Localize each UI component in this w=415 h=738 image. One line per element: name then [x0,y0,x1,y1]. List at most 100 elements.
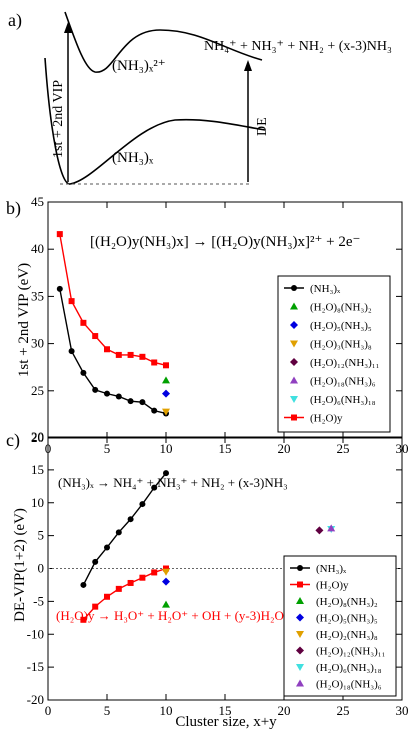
panel-b: b) [(H₂O)y(NH₃)x] → [(H₂O)y(NH₃)x]²⁺ + 2… [6,194,409,456]
x-tick-label: 20 [278,441,291,456]
panel-c-xlabel: Cluster size, x+y [175,714,277,730]
vip-arrow-head [64,22,72,33]
data-point [162,577,170,586]
panel-a: a) (NH₃)ₓ²⁺ (NH₃)ₓ NH₄⁺ + NH₃⁺ + NH₂ + (… [8,10,392,185]
data-point [92,386,99,393]
y-tick-label: -15 [27,659,44,674]
series-line [82,472,167,586]
de-arrow-head [244,60,252,71]
data-point [139,501,146,508]
y-tick-label: 30 [31,336,44,351]
panel-c-plot: 0 5 10 15 20 25 30 -20 -15 -10 -5 0 5 10 15 20 [27,429,409,718]
legend-marker [290,396,298,403]
data-point [68,298,75,305]
data-point [139,353,146,360]
data-point [162,389,170,398]
legend-marker [296,679,304,687]
legend-marker [296,613,304,622]
panel-c-annotation-bottom: (H₂O)y → H₃O⁺ + H₂O⁺ + OH + (y-3)H₂O [56,608,284,623]
legend-marker [290,340,298,348]
data-point [162,568,170,576]
legend-label: (H₂O)₁₈(NH₃)₆ [310,376,376,388]
y-tick-label: 25 [31,383,44,398]
data-point [139,574,146,581]
panel-a-label: a) [8,10,22,31]
legend-label: (H₂O)₁₂(NH₃)₁₁ [310,357,380,369]
data-point [115,585,122,592]
data-point [104,346,110,353]
panel-b-ylabel: 1st + 2nd VIP (eV) [16,263,32,377]
x-tick-label: 10 [160,703,173,718]
y-tick-label: 45 [31,194,44,209]
legend-label: (NH₃)ₓ [316,563,347,575]
x-tick-label: 20 [278,703,291,718]
y-tick-label: 10 [31,495,44,510]
y-tick-label: 20 [31,430,44,445]
data-point [151,407,158,414]
x-tick-label: 25 [337,441,350,456]
data-point [115,529,122,536]
legend-marker [291,414,297,421]
legend-label: (H₂O)₅(NH₃)₅ [316,613,378,625]
panel-c-ylabel: DE-VIP(1+2) (eV) [12,508,28,622]
x-tick-label: 0 [45,703,52,718]
upper-curve-label: (NH₃)ₓ²⁺ [112,58,166,74]
legend-box [277,275,391,433]
data-point [127,579,134,586]
data-point [163,470,169,477]
data-point [151,569,158,576]
x-tick-label: 15 [219,703,232,718]
vip-arrow-label: 1st + 2nd VIP [51,80,66,158]
data-point [92,603,99,610]
data-point [115,393,122,400]
data-point [327,524,336,532]
legend-label: (H₂O)₅(NH₃)₅ [310,320,372,332]
data-point [80,319,87,326]
data-point [56,285,63,292]
x-tick-label: 30 [396,703,409,718]
legend-label: (H₂O)₈(NH₃)₂ [310,302,372,314]
y-tick-label: 5 [38,528,45,543]
data-point [127,516,134,523]
data-point [162,376,170,384]
x-tick-label: 5 [104,441,111,456]
data-point [151,359,158,366]
data-point [80,581,87,588]
data-point [127,398,134,405]
y-tick-label: 40 [31,241,44,256]
legend-label: (H₂O)₁₂(NH₃)₁₁ [316,646,386,658]
legend-marker [297,581,303,588]
data-point [68,348,75,355]
data-point [56,231,63,238]
y-tick-label: -20 [27,692,44,707]
data-point [115,351,122,358]
lower-potential-curve [44,57,266,185]
legend-marker [290,376,298,384]
data-point [163,362,169,369]
legend-marker [290,321,298,329]
y-tick-label: 35 [31,288,44,303]
panel-c-label: c) [6,430,20,451]
series-line [59,233,167,366]
legend-marker [290,358,298,366]
y-tick-label: 20 [31,429,44,444]
upper-potential-curve [64,11,263,73]
legend-label: (NH₃)ₓ [310,283,341,295]
series-line [59,288,167,415]
panel-b-legend: (NH₃)ₓ (H₂O)₈(NH₃)₂ (H₂O)₅(NH₃)₅ (H₂O)₃(NH₃… [277,275,391,433]
y-tick-label: 15 [31,462,44,477]
data-point [162,600,170,608]
legend-label: (H₂O)y [316,580,349,592]
y-tick-label: -5 [33,593,44,608]
panel-b-label: b) [6,198,21,219]
legend-box [283,555,397,697]
x-tick-label: 15 [219,441,232,456]
data-point [104,544,110,551]
y-tick-label: 0 [38,561,45,576]
data-point [162,408,170,416]
data-point [104,390,110,397]
legend-marker [296,631,304,638]
panel-b-title: [(H₂O)y(NH₃)x] → [(H₂O)y(NH₃)x]²⁺ + 2e⁻ [90,234,360,250]
de-arrow-label: DE [255,117,270,136]
data-point [163,565,169,572]
